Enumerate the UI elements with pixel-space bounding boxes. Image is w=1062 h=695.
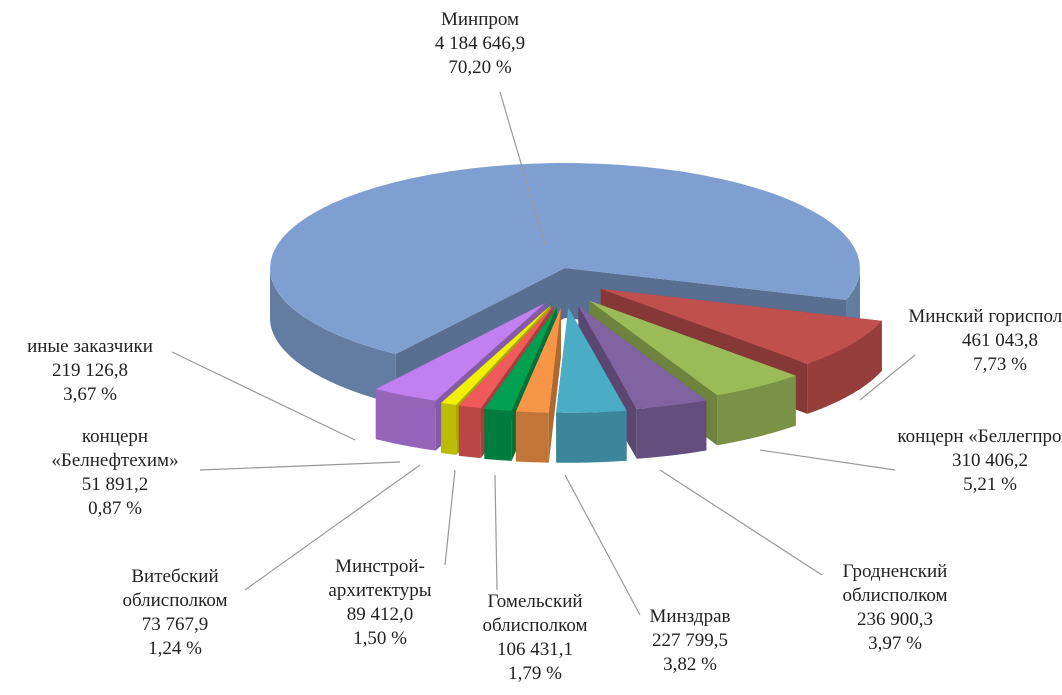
slice-wall	[807, 320, 882, 414]
label-percent: 1,24 %	[148, 638, 202, 659]
label-percent: 3,97 %	[868, 633, 922, 654]
label-value: 461 043,8	[962, 330, 1038, 351]
slice	[600, 288, 882, 364]
label-value: 227 799,5	[652, 630, 728, 651]
data-label: Гродненский облисполком 236 900,3 3,97 %	[800, 560, 990, 656]
data-label: иные заказчики 219 126,8 3,67 %	[0, 335, 185, 407]
label-percent: 5,21 %	[963, 474, 1017, 495]
leader-line	[444, 469, 456, 566]
leader-line	[859, 354, 916, 401]
leader-line	[659, 469, 823, 576]
leader-line	[494, 474, 498, 591]
slice	[589, 300, 796, 396]
label-name: Минстрой-архитектуры	[328, 556, 432, 601]
label-name: Минпром	[440, 9, 520, 30]
label-name: иные заказчики	[27, 336, 153, 357]
data-label: концерн «Беллегпром» 310 406,2 5,21 %	[895, 425, 1062, 497]
slice	[484, 307, 557, 411]
leader-line	[499, 91, 546, 246]
slice	[441, 305, 551, 405]
label-value: 51 891,2	[81, 474, 149, 495]
data-label: концерн «Белнефтехим» 51 891,2 0,87 %	[20, 425, 210, 521]
slice-wall	[515, 411, 549, 463]
leader-line	[244, 464, 421, 591]
label-name: Витебский облисполком	[122, 566, 228, 611]
slice-wall	[441, 402, 457, 455]
slice	[375, 303, 546, 401]
label-percent: 70,20 %	[448, 57, 512, 78]
label-value: 219 126,8	[52, 360, 128, 381]
label-percent: 0,87 %	[88, 498, 142, 519]
label-percent: 3,67 %	[63, 384, 117, 405]
label-percent: 1,79 %	[508, 663, 562, 684]
data-label: Минстрой-архитектуры 89 412,0 1,50 %	[285, 555, 475, 651]
leader-line	[199, 461, 401, 471]
label-value: 106 431,1	[497, 639, 573, 660]
leader-line	[759, 449, 896, 471]
label-name: Гомельский облисполком	[482, 591, 588, 636]
slice-wall	[717, 375, 796, 446]
data-label: Гомельский облисполком 106 431,1 1,79 %	[440, 590, 630, 686]
data-label: Минпром 4 184 646,9 70,20 %	[385, 8, 575, 80]
slice-wall	[270, 268, 396, 405]
label-percent: 3,82 %	[663, 654, 717, 675]
label-name: концерн «Белнефтехим»	[51, 426, 179, 471]
data-label: Минздрав 227 799,5 3,82 %	[595, 605, 785, 677]
leader-line	[171, 351, 356, 441]
label-name: Минский горисполком	[908, 306, 1062, 327]
slice	[515, 307, 561, 413]
slice	[458, 306, 554, 409]
slice-wall	[484, 408, 512, 461]
leader-line	[564, 474, 641, 616]
data-label: Минский горисполком 461 043,8 7,73 %	[905, 305, 1062, 377]
slice	[270, 163, 860, 355]
slice	[556, 307, 627, 413]
label-name: концерн «Беллегпром»	[897, 426, 1062, 447]
label-name: Минздрав	[649, 606, 731, 627]
label-value: 4 184 646,9	[434, 33, 526, 54]
slice-wall	[556, 410, 627, 463]
label-value: 236 900,3	[857, 609, 933, 630]
label-value: 73 767,9	[141, 614, 209, 635]
slice-wall	[636, 400, 707, 459]
slice-wall	[375, 389, 436, 451]
label-name: Гродненский облисполком	[842, 561, 948, 606]
label-value: 89 412,0	[346, 604, 414, 625]
slice-wall	[458, 405, 481, 459]
label-percent: 7,73 %	[973, 354, 1027, 375]
label-value: 310 406,2	[952, 450, 1028, 471]
data-label: Витебский облисполком 73 767,9 1,24 %	[80, 565, 270, 661]
slice	[578, 305, 707, 409]
label-percent: 1,50 %	[353, 628, 407, 649]
